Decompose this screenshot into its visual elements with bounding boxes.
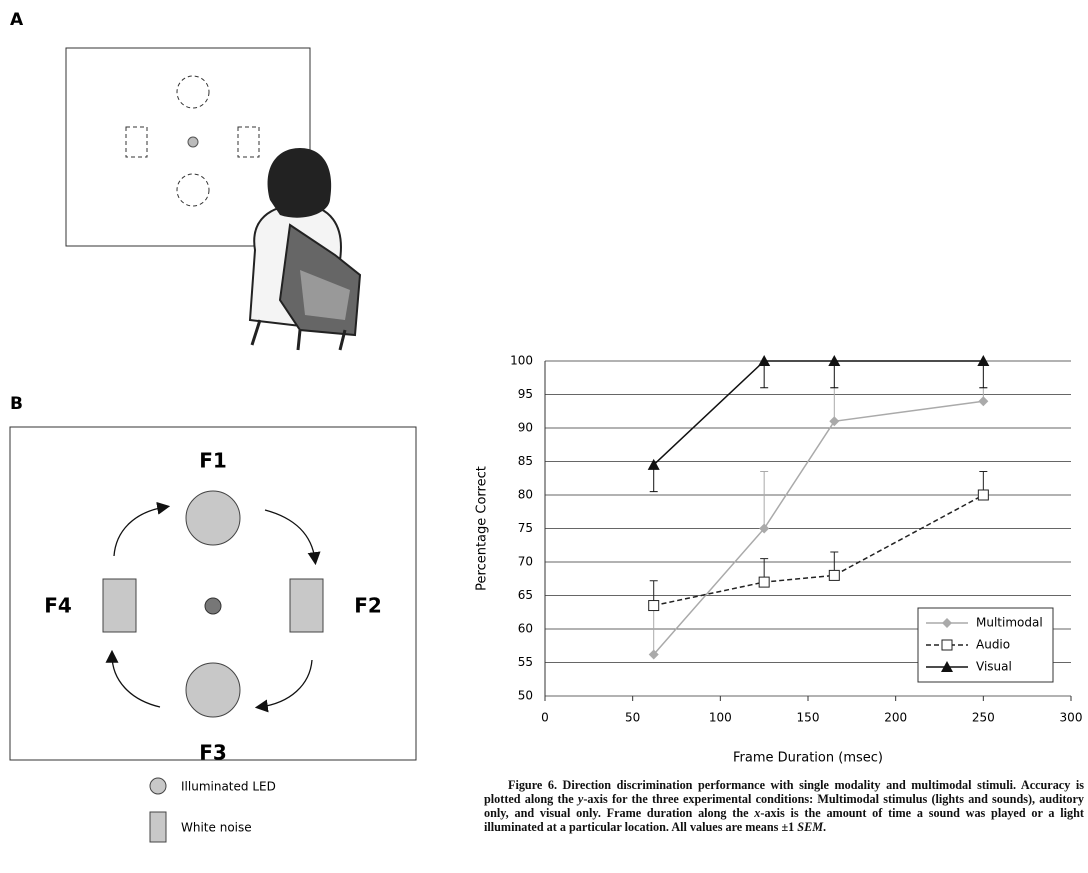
page: A B F1 F2 F3 F4 Illuminated LED White no… — [0, 0, 1088, 873]
x-axis-label: Frame Duration (msec) — [733, 751, 883, 766]
marker — [978, 490, 988, 500]
error-bar — [760, 472, 768, 529]
y-tick-label: 60 — [518, 622, 533, 636]
marker — [829, 416, 839, 426]
panel-label: A — [10, 10, 24, 30]
y-tick-label: 90 — [518, 421, 533, 435]
x-tick-label: 0 — [541, 711, 549, 725]
legend-marker — [942, 640, 952, 650]
y-tick-label: 95 — [518, 387, 533, 401]
caption-text: SEM — [797, 820, 823, 834]
legend-icon — [150, 778, 166, 794]
y-tick-label: 85 — [518, 454, 533, 468]
panel-label: B — [10, 394, 23, 414]
y-tick-label: 100 — [510, 354, 533, 368]
field-label: F4 — [44, 594, 72, 618]
x-tick-label: 300 — [1060, 711, 1083, 725]
x-tick-label: 150 — [797, 711, 820, 725]
marker — [829, 570, 839, 580]
y-tick-label: 80 — [518, 488, 533, 502]
speaker — [103, 579, 136, 632]
field-label: F2 — [354, 594, 382, 618]
x-tick-label: 200 — [884, 711, 907, 725]
fixation — [188, 137, 198, 147]
x-tick-label: 100 — [709, 711, 732, 725]
marker — [759, 577, 769, 587]
speaker — [290, 579, 323, 632]
legend-label: Illuminated LED — [181, 780, 276, 794]
caption-text: . — [823, 820, 826, 834]
y-tick-label: 75 — [518, 521, 533, 535]
field-label: F3 — [199, 741, 227, 765]
figure: A B F1 F2 F3 F4 Illuminated LED White no… — [0, 0, 1088, 873]
marker — [649, 601, 659, 611]
series-line — [654, 361, 984, 465]
x-tick-label: 50 — [625, 711, 640, 725]
y-tick-label: 65 — [518, 588, 533, 602]
led — [186, 491, 240, 545]
error-bar — [830, 388, 838, 422]
x-tick-label: 250 — [972, 711, 995, 725]
series-line — [654, 495, 984, 606]
marker — [978, 396, 988, 406]
legend-label: Visual — [976, 660, 1012, 674]
field-label: F1 — [199, 449, 227, 473]
legend-label: Audio — [976, 638, 1010, 652]
led — [186, 663, 240, 717]
legend-label: Multimodal — [976, 616, 1043, 630]
y-tick-label: 55 — [518, 655, 533, 669]
y-tick-label: 50 — [518, 689, 533, 703]
fixation — [205, 598, 221, 614]
error-bar — [650, 608, 658, 655]
y-axis-label: Percentage Correct — [475, 466, 490, 591]
caption: Figure 6. Direction discrimination perfo… — [484, 778, 1084, 834]
chart: Frame Duration (msec) Percentage Correct… — [475, 354, 1083, 766]
y-tick-label: 70 — [518, 555, 533, 569]
legend-icon — [150, 812, 166, 842]
legend-label: White noise — [181, 821, 252, 835]
